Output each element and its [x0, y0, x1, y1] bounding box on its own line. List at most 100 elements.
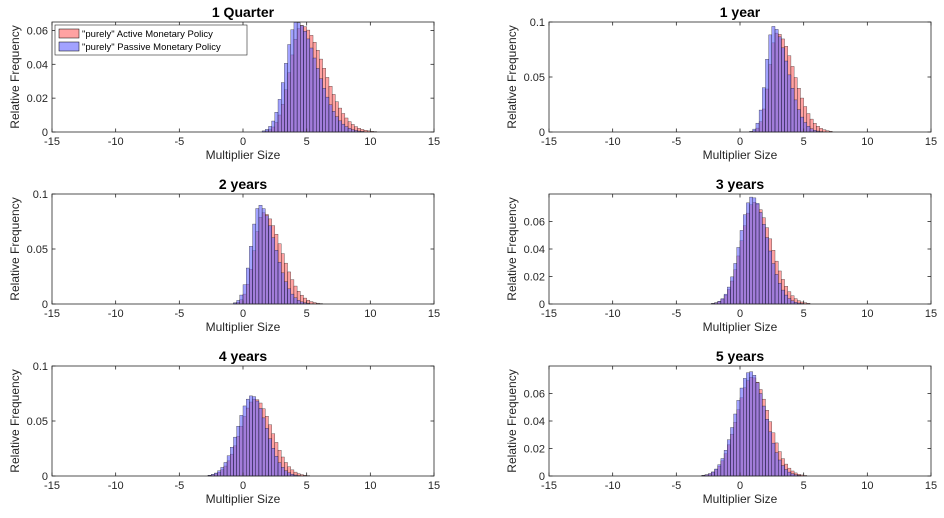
histogram-bar: [771, 26, 776, 133]
panel-title: 3 years: [716, 176, 764, 192]
x-tick-label: -5: [174, 136, 184, 148]
histogram-bar: [762, 224, 766, 305]
histogram-bar: [755, 122, 760, 133]
histogram-bar: [720, 458, 725, 477]
histogram-bar: [312, 57, 317, 133]
histogram-bar: [335, 116, 339, 133]
histogram-bar: [223, 462, 228, 477]
histogram-bar: [758, 109, 763, 133]
histogram-bar: [787, 74, 792, 133]
histogram-bar: [768, 431, 773, 477]
x-tick-label: 15: [925, 136, 937, 148]
histogram-bar: [774, 274, 779, 305]
x-tick-label: 10: [364, 480, 376, 492]
panel-4: -15 -10 -5 0 5 10 15 0 0.02 0.04 0.06 3 years Multip…: [505, 176, 937, 334]
histogram-bar: [781, 47, 785, 133]
x-axis-label: Multiplier Size: [703, 492, 778, 506]
y-axis-label: Relative Frequency: [505, 25, 519, 128]
histogram-bar: [309, 47, 314, 133]
panel-title: 1 Quarter: [212, 4, 275, 20]
plot-area: [549, 22, 931, 132]
x-tick-label: 0: [240, 480, 246, 492]
x-tick-label: 5: [801, 480, 807, 492]
histogram-bar: [341, 123, 346, 133]
series-passive: [749, 26, 823, 133]
x-tick-label: -5: [174, 480, 184, 492]
x-tick-label: -5: [671, 136, 681, 148]
x-tick-label: 0: [737, 480, 743, 492]
histogram-bar: [768, 250, 773, 305]
x-tick-label: -10: [108, 136, 124, 148]
x-tick-label: 0: [240, 308, 246, 320]
histogram-bar: [258, 408, 263, 477]
x-tick-label: -10: [605, 308, 621, 320]
x-axis-label: Multiplier Size: [206, 320, 281, 334]
y-tick-label: 0.02: [27, 93, 48, 105]
histogram-bar: [784, 294, 788, 305]
histogram-bar: [281, 82, 285, 133]
histogram-bar: [755, 203, 760, 305]
x-tick-label: -10: [605, 480, 621, 492]
histogram-bar: [214, 472, 218, 477]
x-tick-label: 10: [861, 308, 873, 320]
y-tick-label: 0: [42, 299, 48, 311]
histogram-bar: [249, 395, 253, 477]
legend-swatch-active: [58, 28, 80, 39]
series-passive: [233, 205, 311, 305]
histogram-bar: [331, 111, 336, 133]
x-tick-label: -5: [671, 480, 681, 492]
x-tick-label: 15: [925, 480, 937, 492]
histogram-bar: [230, 447, 234, 477]
histogram-bar: [733, 263, 737, 305]
histogram-bar: [274, 456, 279, 477]
x-tick-label: 5: [801, 308, 807, 320]
y-tick-label: 0.06: [27, 25, 48, 37]
histogram-bar: [293, 22, 298, 133]
y-tick-label: 0: [539, 299, 545, 311]
histogram-bar: [739, 230, 744, 305]
histogram-bar: [730, 427, 734, 477]
series-passive: [207, 395, 301, 477]
histogram-bar: [284, 63, 288, 133]
histogram-bar: [322, 88, 326, 133]
y-tick-label: 0.1: [33, 361, 48, 373]
x-tick-label: 15: [428, 308, 440, 320]
histogram-bar: [758, 393, 763, 477]
histogram-bar: [803, 122, 808, 133]
histogram-bar: [768, 34, 773, 133]
x-axis-label: Multiplier Size: [206, 492, 281, 506]
histogram-bar: [784, 469, 788, 477]
y-tick-label: 0.02: [524, 272, 545, 284]
histogram-bar: [778, 36, 782, 133]
histogram-bar: [762, 87, 766, 133]
histogram-bar: [347, 128, 352, 133]
histogram-bar: [758, 212, 763, 305]
y-tick-label: 0.04: [524, 244, 545, 256]
y-tick-label: 0.04: [524, 416, 545, 428]
histogram-bar: [316, 68, 320, 133]
histogram-bar: [736, 400, 741, 477]
legend-box: [54, 24, 248, 56]
panel-6: -15 -10 -5 0 5 10 15 0 0.02 0.04 0.06 5 years Multip…: [505, 348, 937, 506]
x-tick-label: 0: [240, 136, 246, 148]
histogram-bar: [717, 464, 722, 477]
y-tick-label: 0.1: [530, 17, 545, 29]
panel-title: 1 year: [720, 4, 761, 20]
histogram-bar: [752, 375, 757, 477]
histogram-bar: [246, 398, 250, 477]
y-tick-label: 0.04: [27, 59, 48, 71]
x-tick-label: 15: [428, 136, 440, 148]
x-tick-label: 5: [801, 136, 807, 148]
histogram-bar: [736, 247, 741, 305]
histogram-bar: [723, 293, 728, 305]
histogram-bar: [774, 452, 779, 477]
histogram-bar: [749, 371, 753, 477]
histogram-bar: [226, 455, 231, 477]
x-tick-label: -5: [174, 308, 184, 320]
x-tick-label: -15: [44, 480, 60, 492]
histogram-bar: [717, 301, 722, 305]
x-tick-label: 10: [364, 136, 376, 148]
x-tick-label: 10: [861, 480, 873, 492]
legend-swatch-passive: [58, 41, 80, 52]
